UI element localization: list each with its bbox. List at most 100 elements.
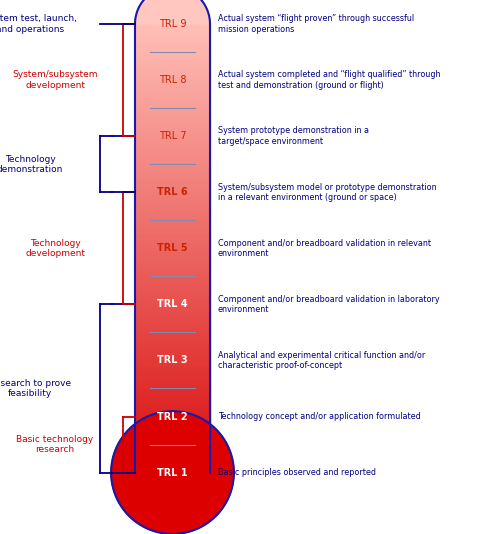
Bar [135,299,210,301]
Bar [135,189,210,190]
Bar [135,449,210,450]
Bar [135,320,210,321]
Bar [135,224,210,226]
Bar [135,308,210,310]
Bar [135,356,210,357]
Bar [135,443,210,444]
Bar [135,262,210,263]
Bar [135,78,210,80]
Bar [135,70,210,72]
Bar [135,395,210,396]
Bar [135,202,210,203]
Bar [135,184,210,185]
Bar [135,277,210,278]
Bar [135,461,210,462]
Bar [135,428,210,429]
Bar [135,380,210,381]
Bar [135,256,210,257]
Bar [135,366,210,368]
Bar [135,135,210,136]
Bar [135,302,210,304]
Bar [135,132,210,133]
Bar [135,222,210,223]
Bar [135,301,210,302]
Bar [135,401,210,402]
Bar [135,187,210,189]
Text: Technology concept and/or application formulated: Technology concept and/or application fo… [218,412,421,421]
Text: Actual system completed and “flight qualified” through
test and demonstration (g: Actual system completed and “flight qual… [218,70,440,90]
Bar [135,166,210,168]
Bar [135,233,210,235]
Bar [135,121,210,123]
Bar [135,353,210,355]
Bar [135,205,210,207]
Bar [135,124,210,125]
Bar [135,414,210,416]
Bar [135,183,210,184]
Bar [135,130,210,132]
Bar [135,179,210,181]
Text: TRL 7: TRL 7 [158,131,186,141]
Bar [135,82,210,84]
Bar [135,259,210,260]
Bar [135,282,210,284]
Bar [135,30,210,32]
Bar [135,237,210,238]
Text: Component and/or breadboard validation in laboratory
environment: Component and/or breadboard validation i… [218,295,440,314]
Bar [135,99,210,100]
Bar [135,402,210,404]
Bar [135,266,210,268]
Bar [135,80,210,81]
Bar [135,95,210,96]
Bar [135,198,210,199]
Bar [135,194,210,196]
Bar [135,35,210,36]
Bar [135,248,210,250]
Bar [135,396,210,398]
Bar [135,41,210,42]
Bar [135,142,210,144]
Bar [135,253,210,254]
Bar [135,96,210,97]
Bar [135,446,210,447]
Bar [135,422,210,423]
Bar [135,58,210,60]
Bar [135,444,210,446]
Bar [135,368,210,370]
Bar [135,168,210,169]
Bar [135,394,210,395]
Bar [135,434,210,435]
Text: Component and/or breadboard validation in relevant
environment: Component and/or breadboard validation i… [218,239,431,258]
Bar [135,362,210,364]
Bar [135,129,210,130]
Bar [135,314,210,316]
Text: TRL 8: TRL 8 [159,75,186,85]
Bar [135,215,210,217]
Text: TRL 5: TRL 5 [157,244,188,253]
Bar [135,153,210,154]
Text: Basic principles observed and reported: Basic principles observed and reported [218,468,376,477]
Bar [135,278,210,280]
Text: Research to prove
feasibility: Research to prove feasibility [0,379,71,398]
Bar [135,136,210,138]
Bar [135,280,210,281]
Bar [135,239,210,241]
Bar [135,144,210,145]
Bar [135,284,210,286]
Bar [135,286,210,287]
Bar [135,409,210,410]
Bar [135,334,210,335]
Bar [135,139,210,140]
Bar [135,117,210,118]
Bar [135,355,210,356]
Bar [135,265,210,266]
Bar [135,377,210,379]
Bar [135,193,210,194]
Bar [135,241,210,242]
Bar [135,112,210,114]
Bar [135,151,210,153]
Bar [135,48,210,50]
Bar [135,419,210,420]
Bar [135,312,210,314]
Bar [135,410,210,411]
